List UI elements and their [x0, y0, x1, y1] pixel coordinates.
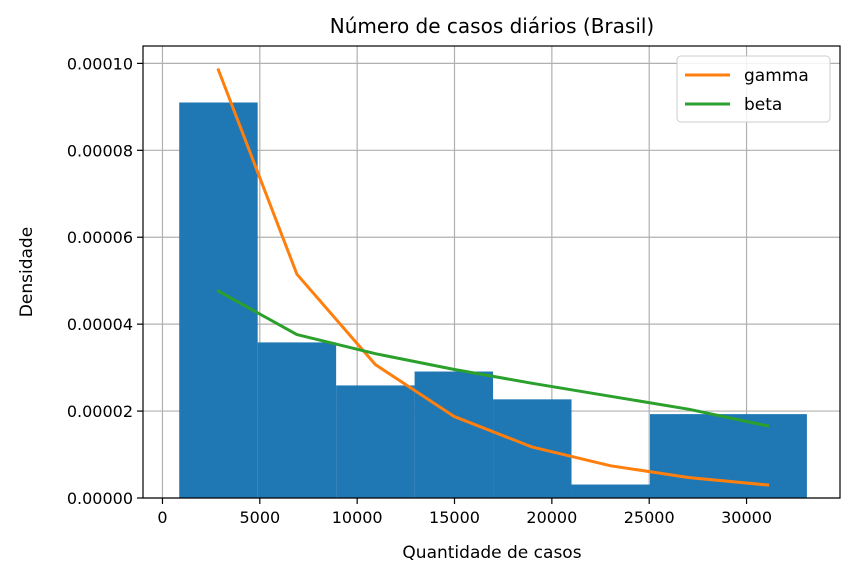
histogram-bar-3: [414, 371, 494, 498]
legend-label-gamma: gamma: [744, 66, 809, 86]
histogram-bar-1: [257, 342, 337, 498]
plot-frame: [142, 45, 841, 499]
x-tick-label-3: 15000: [429, 508, 480, 527]
y-tick-label-2: 0.00004: [67, 315, 133, 334]
histogram-bars: [179, 102, 807, 498]
fit-lines: [216, 67, 770, 487]
y-axis-ticks: 0.00000 0.00002 0.00004 0.00006 0.00008 0.000…: [67, 54, 143, 508]
x-tick-label-1: 5000: [239, 508, 280, 527]
y-tick-label-1: 0.00002: [67, 402, 133, 421]
x-axis-ticks: 0 5000 10000 15000 20000 25000 30000: [157, 498, 772, 527]
series-line-beta: [216, 289, 770, 428]
y-tick-label-5: 0.00010: [67, 54, 133, 73]
x-tick-label-4: 20000: [526, 508, 577, 527]
legend-label-beta: beta: [744, 95, 782, 115]
x-tick-label-5: 25000: [624, 508, 675, 527]
x-tick-label-0: 0: [157, 508, 167, 527]
series-line-gamma: [216, 67, 770, 487]
y-tick-label-4: 0.00008: [67, 141, 133, 160]
y-tick-label-3: 0.00006: [67, 228, 133, 247]
histogram-bar-2: [336, 385, 415, 498]
y-tick-label-0: 0.00000: [67, 489, 133, 508]
histogram-bar-0: [179, 102, 258, 498]
x-tick-label-6: 30000: [721, 508, 772, 527]
legend: gamma beta: [676, 55, 831, 123]
histogram-bar-6: [649, 414, 807, 498]
y-axis-label: Densidade: [17, 227, 37, 317]
x-tick-label-2: 10000: [332, 508, 383, 527]
x-axis-label: Quantidade de casos: [402, 543, 581, 563]
chart-title: Número de casos diários (Brasil): [330, 14, 654, 38]
histogram-bar-4: [493, 399, 572, 498]
histogram-bar-5: [571, 484, 650, 498]
